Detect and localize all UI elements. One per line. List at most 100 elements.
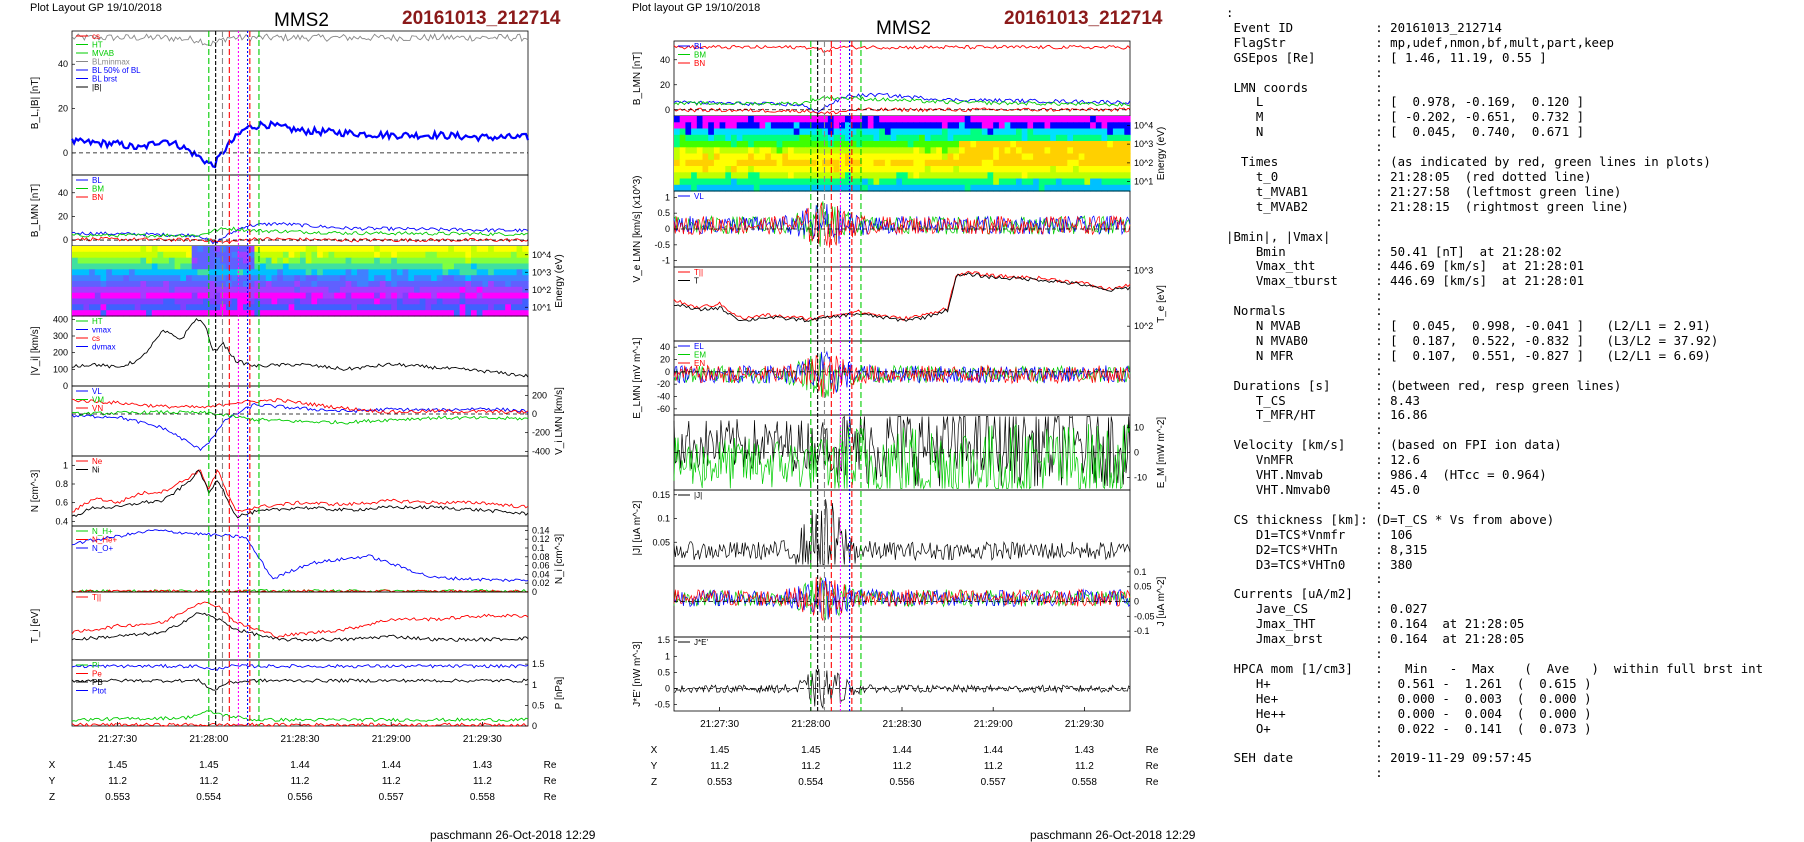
spectrogram-cell [981,147,989,155]
spectrogram-cell [1095,141,1103,148]
position-value: 0.558 [1072,777,1097,788]
spectrogram-cell [890,172,897,180]
spectrogram-cell [805,122,812,130]
spectrogram-cell [94,281,102,288]
spectrogram-cell [987,159,994,167]
y-tick-label: 20 [58,104,68,114]
spectrogram-cell [827,116,835,123]
event-info-panel: : Event ID : 20161013_212714 FlagStr : m… [1226,6,1800,786]
spectrogram-cell [408,304,415,311]
spectrogram-cell [902,184,909,192]
spectrogram-cell [1090,159,1097,167]
y-tick-label: 10^3 [1134,266,1153,276]
spectrogram-cell [1073,134,1080,142]
spectrogram-cell [1073,178,1080,186]
spectrogram-cell [163,251,170,259]
y-tick-label: 300 [53,331,68,341]
spectrogram-cell [742,147,749,155]
spectrogram-cell [691,141,698,148]
spectrogram-cell [964,159,971,167]
spectrogram-cell [788,178,795,186]
spectrogram-cell [288,269,295,276]
spectrogram-cell [260,275,267,282]
spectrogram-cell [163,246,170,253]
spectrogram-cell [776,122,783,130]
y-tick-label: 0.6 [55,498,68,508]
info-line: VnMFR : 12.6 [1226,452,1420,468]
spectrogram-cell [453,298,461,305]
spectrogram-cell [282,304,290,311]
spectrogram-cell [941,184,949,192]
left-footer: paschmann 26-Oct-2018 12:29 [430,828,596,842]
spectrogram-cell [816,178,823,186]
spectrogram-cell [214,269,221,276]
spectrogram-cell [1124,147,1131,155]
spectrogram-cell [448,310,455,317]
spectrogram-cell [924,178,932,186]
spectrogram-cell [765,159,772,167]
spectrogram-cell [151,246,159,253]
spectrogram-cell [248,292,255,300]
spectrogram-cell [111,269,119,276]
spectrogram-cell [1038,116,1046,123]
spectrogram-cell [770,178,778,186]
spectrogram-cell [725,184,732,192]
spectrogram-cell [231,251,238,259]
spectrogram-cell [770,172,778,180]
spectrogram-cell [947,153,954,161]
spectrogram-cell [1050,178,1057,186]
spectrogram-cell [431,275,438,282]
spectrogram-cell [459,269,466,276]
spectrogram-cell [713,147,721,155]
spectrogram-cell [328,251,335,259]
spectrogram-cell [72,298,79,305]
spectrogram-cell [339,246,347,253]
spectrogram-cell [168,304,176,311]
spectrogram-cell [725,147,732,155]
spectrogram-cell [770,141,778,148]
info-line: L : [ 0.978, -0.169, 0.120 ] [1226,94,1585,110]
spectrogram-cell [100,246,107,253]
spectrogram-cell [459,298,466,305]
spectrogram-cell [476,257,483,265]
spectrogram-cell [736,159,743,167]
spectrogram-cell [453,304,461,311]
spectrogram-cell [157,286,164,294]
spectrogram-cell [930,147,937,155]
spectrogram-cell [146,304,153,311]
y-tick-label: 0.1 [1134,567,1147,577]
spectrogram-cell [1061,153,1068,161]
spectrogram-cell [936,178,943,186]
spectrogram-cell [776,172,783,180]
spectrogram-cell [890,147,897,155]
spectrogram-cell [845,128,852,136]
spectrogram-cell [157,310,164,317]
spectrogram-cell [186,298,193,305]
spectrogram-cell [151,292,159,300]
spectrogram-cell [953,166,960,173]
spectrogram-cell [117,286,124,294]
position-unit: Re [1146,777,1159,788]
spectrogram-cell [822,166,829,173]
spectrogram-cell [907,178,914,186]
spectrogram-cell [339,292,347,300]
legend-label: EL [694,342,704,351]
spectrogram-cell [243,275,250,282]
spectrogram-cell [753,122,761,130]
spectrogram-cell [845,141,852,148]
spectrogram-cell [431,304,438,311]
spectrogram-cell [391,292,398,300]
spectrogram-cell [924,147,932,155]
spectrogram-cell [998,128,1006,136]
spectrogram-cell [328,263,335,270]
spectrogram-cell [123,281,130,288]
spectrogram-cell [157,304,164,311]
spectrogram-cell [1050,166,1057,173]
spectrogram-cell [203,257,210,265]
spectrogram-cell [1095,147,1103,155]
spectrogram-cell [1067,122,1074,130]
spectrogram-cell [231,310,238,317]
spectrogram-cell [277,286,284,294]
spectrogram-cell [696,172,704,180]
spectrogram-cell [884,147,892,155]
